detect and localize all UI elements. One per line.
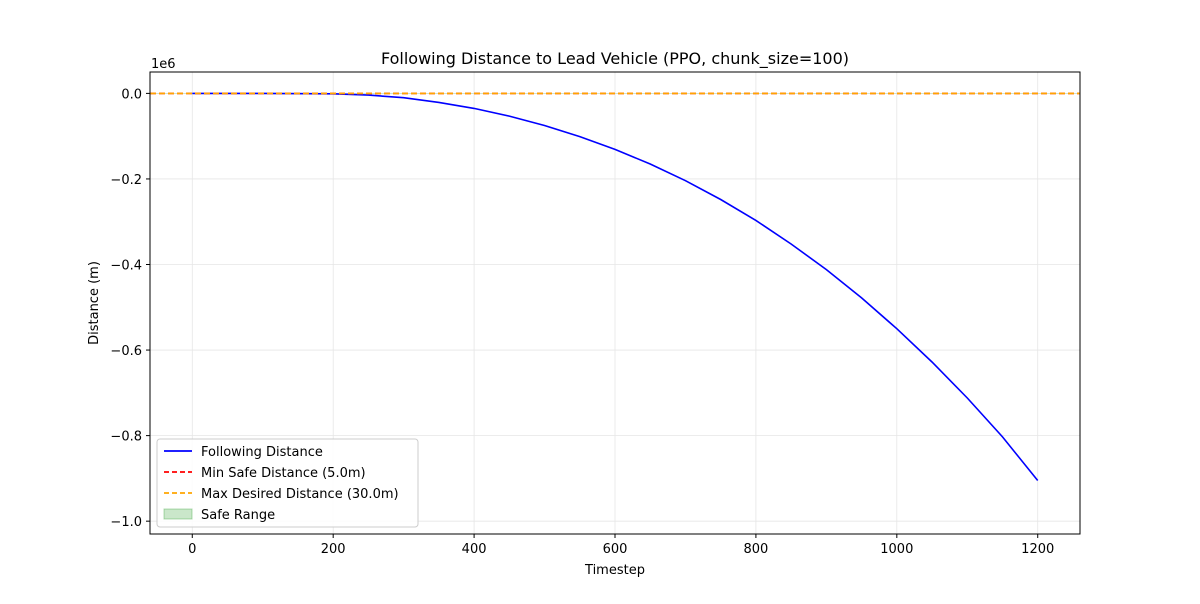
legend-swatch xyxy=(163,508,193,520)
ticks: 0 200 400 600 800 1000 1200 0.0 −0.2 −0.4 −0.6 −0.8… xyxy=(110,87,1054,557)
legend: Following Distance Min Safe Distance (5.0… xyxy=(156,438,419,528)
x-tick-label: 200 xyxy=(321,542,346,557)
y-tick-label: −1.0 xyxy=(110,515,142,530)
y-tick-label: −0.2 xyxy=(110,173,142,188)
grid xyxy=(150,72,1080,534)
y-tick-label: −0.6 xyxy=(110,344,142,359)
legend-box xyxy=(156,438,419,528)
x-tick-label: 0 xyxy=(188,542,196,557)
y-tick-label: 0.0 xyxy=(121,87,142,102)
legend-entry-label: Following Distance xyxy=(201,445,323,460)
legend-entry-label: Min Safe Distance (5.0m) xyxy=(201,466,366,481)
y-tick-label: −0.4 xyxy=(110,259,142,274)
legend-entry-label: Safe Range xyxy=(201,508,275,523)
x-tick-label: 1200 xyxy=(1021,542,1054,557)
x-tick-label: 400 xyxy=(462,542,487,557)
y-offset-label: 1e6 xyxy=(151,57,176,72)
x-tick-label: 800 xyxy=(743,542,768,557)
series-line-following-distance xyxy=(192,92,1039,482)
y-tick-label: −0.8 xyxy=(110,430,142,445)
x-tick-label: 1000 xyxy=(880,542,913,557)
series-layer xyxy=(150,92,1080,482)
x-tick-label: 600 xyxy=(603,542,628,557)
x-axis-label: Timestep xyxy=(584,563,645,578)
y-axis-label: Distance (m) xyxy=(87,261,102,345)
chart-title: Following Distance to Lead Vehicle (PPO,… xyxy=(381,49,849,69)
legend-entry-label: Max Desired Distance (30.0m) xyxy=(201,487,399,502)
